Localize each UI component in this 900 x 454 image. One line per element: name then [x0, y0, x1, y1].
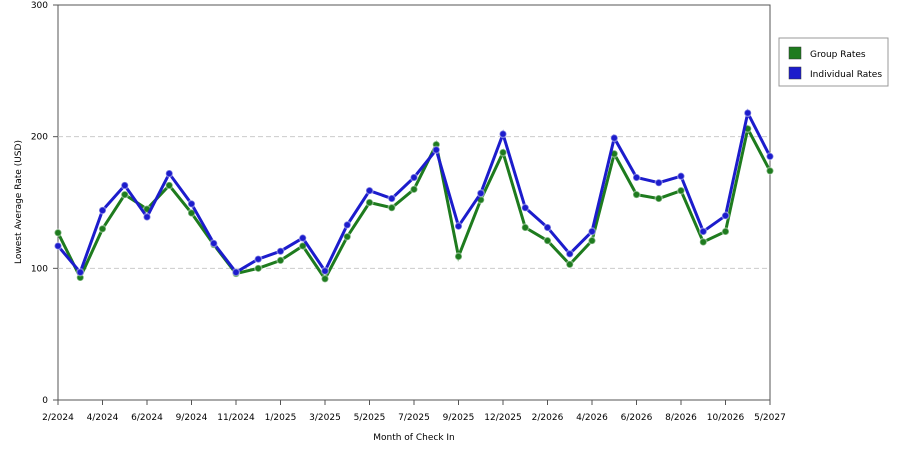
x-tick-label: 5/2025: [354, 413, 386, 423]
legend-label: Individual Rates: [810, 70, 882, 80]
data-point: [543, 223, 552, 232]
data-point: [98, 224, 107, 234]
legend-swatch: [788, 46, 802, 60]
data-point: [699, 227, 708, 236]
data-point: [543, 236, 552, 245]
legend-label: Group Rates: [810, 50, 866, 60]
data-point: [765, 166, 775, 176]
data-point: [721, 227, 730, 236]
data-point: [53, 228, 63, 238]
data-point: [454, 221, 463, 231]
data-point: [254, 254, 263, 264]
data-point: [76, 268, 85, 277]
data-point: [120, 181, 129, 190]
data-point: [365, 198, 374, 207]
data-point: [320, 274, 330, 284]
x-tick-label: 1/2025: [265, 413, 297, 423]
data-point: [387, 194, 396, 203]
data-point: [187, 199, 196, 209]
x-tick-label: 9/2025: [443, 413, 475, 423]
data-point: [743, 108, 752, 118]
plot-frame: [57, 4, 771, 401]
data-point: [454, 252, 463, 261]
x-tick-label: 10/2026: [707, 413, 745, 423]
x-axis-label: Month of Check In: [373, 433, 455, 443]
y-axis-label: Lowest Average Rate (USD): [14, 140, 24, 264]
data-point: [565, 249, 574, 259]
data-point: [276, 256, 285, 265]
data-point: [654, 178, 663, 187]
x-tick-label: 4/2026: [576, 413, 608, 423]
data-point: [165, 181, 174, 190]
x-tick-label: 5/2027: [754, 413, 786, 423]
legend-swatch: [788, 66, 802, 80]
data-point: [209, 239, 218, 248]
data-point: [365, 186, 374, 195]
y-tick-label: 300: [31, 1, 48, 11]
data-point: [432, 145, 441, 155]
data-point: [409, 185, 419, 194]
data-point: [142, 212, 152, 222]
data-point: [565, 260, 574, 269]
y-tick-label: 200: [31, 133, 48, 143]
data-point: [521, 223, 530, 232]
x-tick-label: 12/2025: [484, 413, 521, 423]
y-tick-label: 0: [42, 396, 48, 406]
data-point: [409, 173, 419, 182]
data-point: [320, 266, 330, 276]
x-tick-label: 2/2026: [532, 413, 564, 423]
data-point: [498, 148, 508, 157]
data-point: [298, 241, 307, 251]
x-tick-label: 9/2024: [176, 413, 208, 423]
data-point: [632, 190, 641, 199]
data-point: [654, 194, 663, 203]
x-tick-label: 8/2026: [665, 413, 697, 423]
data-point: [521, 203, 530, 213]
data-point: [120, 190, 129, 199]
data-point: [676, 171, 686, 181]
data-point: [498, 129, 508, 139]
data-point: [254, 264, 263, 273]
data-point: [53, 241, 63, 251]
x-tick-label: 3/2025: [309, 413, 341, 423]
data-point: [343, 232, 352, 241]
data-point: [676, 186, 686, 195]
data-point: [587, 236, 597, 245]
data-point: [98, 206, 107, 215]
series-line: [56, 124, 772, 282]
data-point: [587, 227, 597, 236]
x-tick-label: 11/2024: [217, 413, 255, 423]
x-tick-label: 2/2024: [42, 413, 74, 423]
data-point: [165, 169, 174, 178]
data-point: [610, 133, 619, 143]
data-point: [632, 173, 641, 182]
data-point: [231, 268, 241, 277]
y-tick-label: 100: [31, 264, 48, 274]
data-point: [276, 246, 285, 256]
x-tick-label: 7/2025: [398, 413, 430, 423]
data-point: [765, 152, 775, 161]
x-tick-label: 6/2024: [131, 413, 163, 423]
data-point: [476, 189, 485, 198]
data-point: [343, 220, 352, 230]
data-point: [298, 233, 307, 243]
data-point: [387, 203, 396, 213]
x-tick-label: 4/2024: [87, 413, 119, 423]
x-tick-label: 6/2026: [621, 413, 653, 423]
data-point: [721, 211, 730, 220]
data-point: [699, 237, 708, 247]
